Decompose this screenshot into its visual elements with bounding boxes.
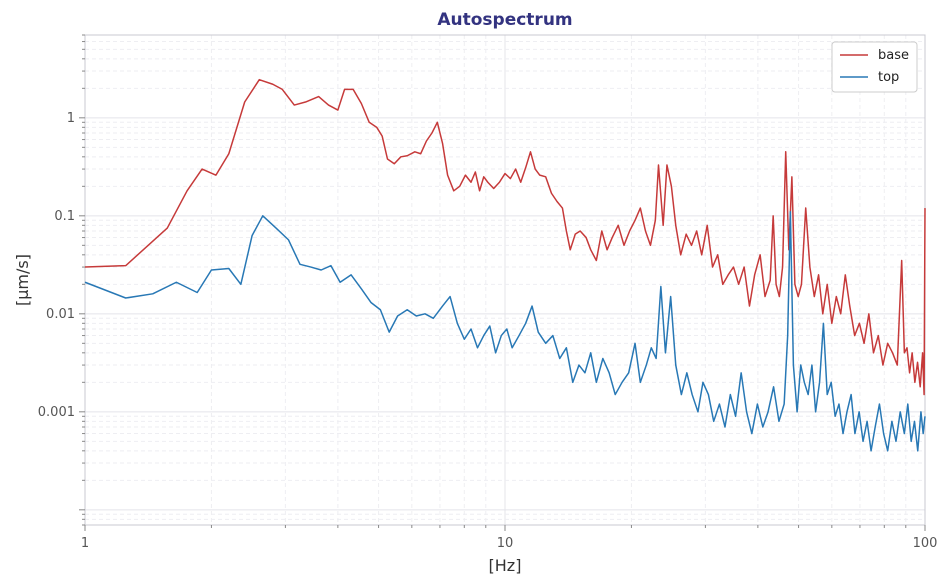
y-axis-label: [µm/s] [13, 254, 32, 306]
series-line-top [84, 211, 926, 452]
series-line-base [84, 78, 926, 396]
y-tick-label: 0.001 [38, 405, 75, 420]
x-axis-label: [Hz] [489, 556, 522, 575]
legend-label-base: base [878, 48, 909, 63]
y-tick-label: 1 [67, 111, 75, 126]
chart-title: Autospectrum [437, 10, 572, 30]
y-tick-label: 0.1 [54, 209, 75, 224]
x-tick-label: 1 [81, 536, 89, 551]
legend-label-top: top [878, 70, 899, 85]
x-tick-label: 10 [497, 536, 514, 551]
x-tick-label: 100 [913, 536, 938, 551]
axes: 1 10 100 0.001 0.01 0.1 1 [38, 34, 938, 551]
series-lines [84, 78, 926, 452]
grid-lines [84, 34, 925, 526]
y-tick-label: 0.01 [46, 307, 75, 322]
legend: base top [831, 41, 918, 93]
